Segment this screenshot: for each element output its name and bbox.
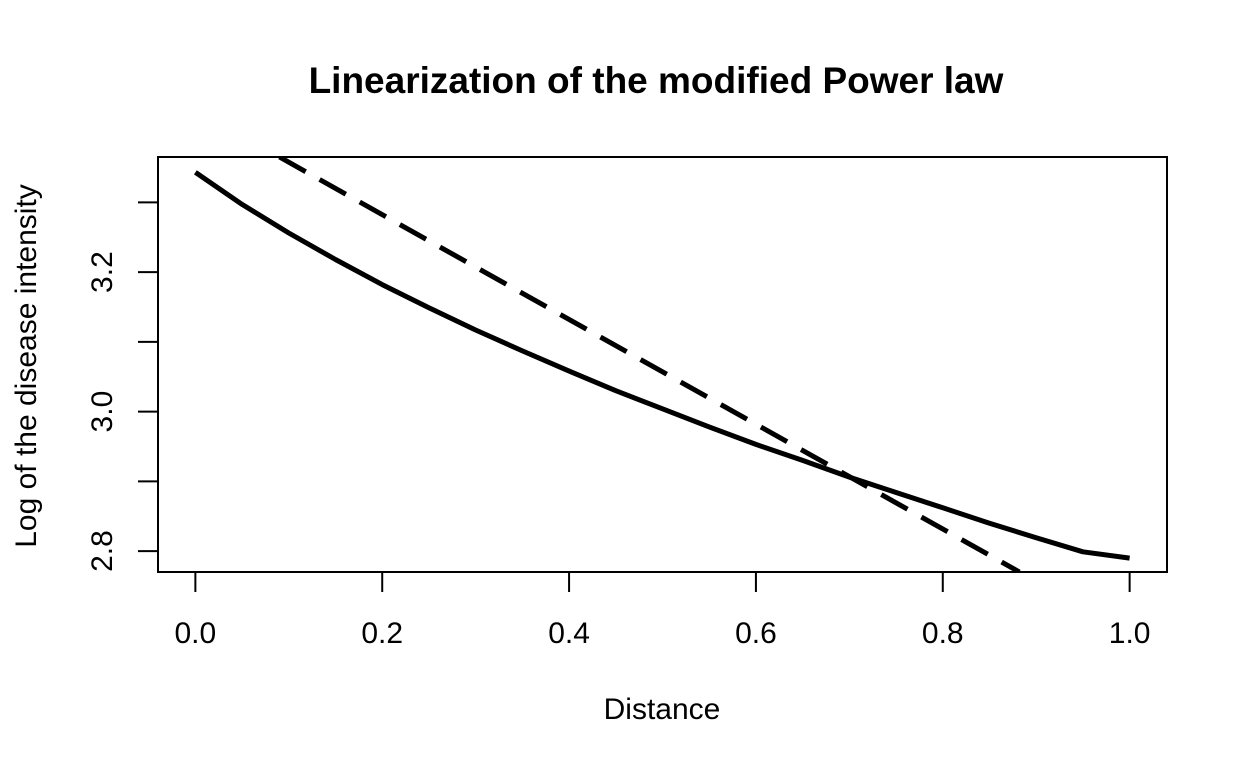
x-tick-label: 0.6: [735, 617, 777, 650]
x-tick-label: 1.0: [1109, 617, 1151, 650]
series-line-solid: [193, 170, 1130, 561]
chart-title: Linearization of the modified Power law: [309, 60, 1004, 101]
y-tick-label: 3.2: [86, 251, 119, 293]
x-tick-label: 0.8: [922, 617, 964, 650]
series-line-dashed: [278, 157, 1021, 572]
x-tick-label: 0.2: [361, 617, 403, 650]
y-axis-label: Log of the disease intensity: [10, 184, 43, 548]
series-layer: [193, 157, 1130, 572]
x-axis: 0.0 0.2 0.4 0.6 0.8 1.0: [175, 571, 1151, 650]
y-axis: 2.8 3.0 3.2: [86, 201, 159, 572]
y-tick-label: 3.0: [86, 391, 119, 433]
x-tick-label: 0.0: [175, 617, 217, 650]
x-tick-label: 0.4: [548, 617, 590, 650]
x-axis-label: Distance: [604, 693, 721, 726]
y-tick-label: 2.8: [86, 530, 119, 572]
plot-frame: [157, 156, 1168, 573]
